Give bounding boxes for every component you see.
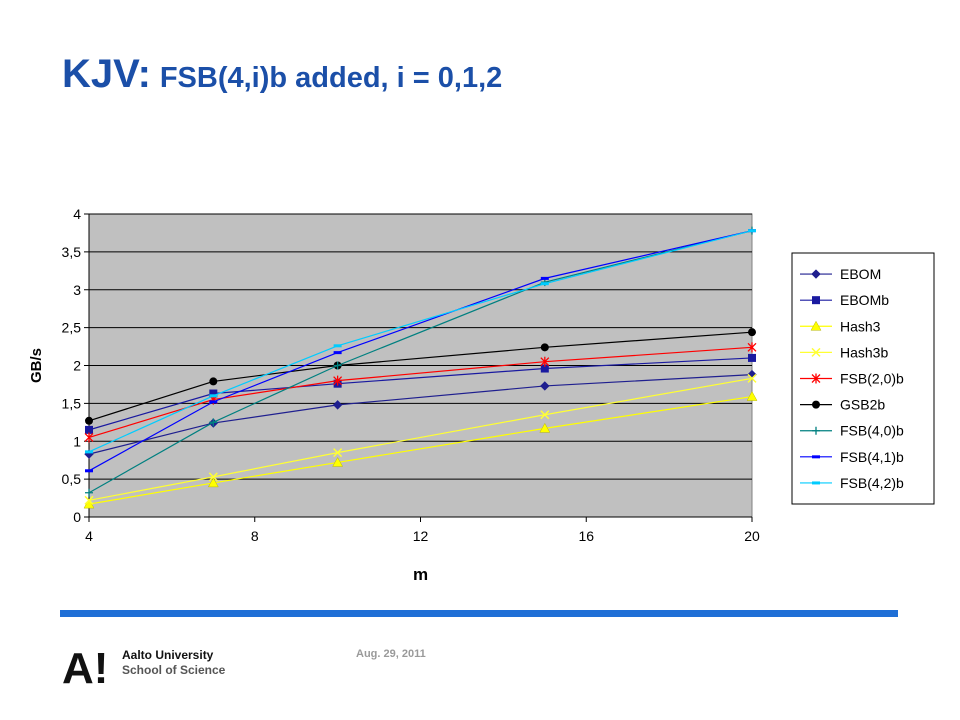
y-tick-label: 2,5 bbox=[62, 320, 82, 336]
x-tick-label: 12 bbox=[413, 528, 429, 544]
legend-item: GSB2b bbox=[800, 397, 885, 413]
slide-title: KJV: FSB(4,i)b added, i = 0,1,2 bbox=[62, 52, 502, 97]
data-point bbox=[85, 469, 93, 473]
data-point bbox=[540, 381, 550, 391]
legend-marker bbox=[811, 269, 821, 279]
data-point bbox=[209, 418, 218, 427]
data-point bbox=[748, 229, 756, 233]
legend-label: GSB2b bbox=[840, 397, 885, 413]
legend-label: Hash3 bbox=[840, 318, 881, 334]
legend-label: EBOMb bbox=[840, 292, 889, 308]
x-tick-label: 8 bbox=[251, 528, 259, 544]
logo-text: Aalto University School of Science bbox=[122, 648, 225, 678]
data-point bbox=[85, 488, 93, 497]
data-point bbox=[333, 448, 343, 458]
data-point bbox=[85, 425, 93, 434]
slide-title-main: KJV: bbox=[62, 52, 151, 96]
logo-school-name: School of Science bbox=[122, 663, 226, 677]
data-point bbox=[746, 391, 758, 401]
data-point bbox=[333, 344, 342, 348]
legend-label: Hash3b bbox=[840, 344, 888, 360]
legend-item: FSB(4,1)b bbox=[800, 449, 904, 465]
legend-marker bbox=[812, 426, 820, 435]
data-point bbox=[85, 416, 93, 425]
legend-item: FSB(2,0)b bbox=[800, 371, 904, 387]
legend-marker bbox=[812, 481, 820, 485]
footer-date: Aug. 29, 2011 bbox=[356, 648, 426, 660]
data-point bbox=[540, 364, 549, 373]
legend-marker bbox=[811, 373, 821, 384]
data-point bbox=[539, 422, 551, 433]
y-tick-label: 2 bbox=[73, 358, 81, 374]
data-point bbox=[747, 342, 757, 353]
data-point bbox=[747, 373, 757, 383]
legend-marker bbox=[810, 320, 822, 331]
y-tick-label: 3 bbox=[73, 282, 81, 298]
x-axis-title: m bbox=[413, 565, 428, 584]
legend-marker bbox=[812, 455, 820, 459]
footer-rule bbox=[60, 610, 898, 617]
y-tick-label: 4 bbox=[73, 206, 81, 222]
legend-marker bbox=[811, 347, 821, 357]
legend-marker bbox=[812, 296, 820, 305]
legend-item: FSB(4,0)b bbox=[800, 423, 904, 439]
slide-title-sub: FSB(4,i)b added, i = 0,1,2 bbox=[159, 62, 503, 94]
data-point bbox=[540, 282, 549, 286]
series-4 bbox=[84, 342, 757, 443]
legend-item: Hash3 bbox=[800, 318, 881, 334]
line-chart: 0 0,5 1 1,5 2 2,5 3 3,5 4 4 8 12 16 20 m GB/s EBOM EBOMb H… bbox=[28, 206, 935, 584]
data-point bbox=[540, 276, 549, 280]
logo-mark-text: A! bbox=[62, 645, 108, 687]
data-point bbox=[540, 343, 549, 352]
series-3 bbox=[84, 373, 757, 505]
data-point bbox=[332, 456, 344, 467]
x-tick-label: 16 bbox=[578, 528, 594, 544]
legend-label: FSB(4,1)b bbox=[840, 449, 904, 465]
data-point bbox=[333, 361, 342, 370]
series-6 bbox=[85, 226, 756, 497]
data-point bbox=[209, 400, 218, 404]
aalto-logo: A! Aalto University School of Science bbox=[62, 645, 262, 690]
data-point bbox=[332, 400, 343, 410]
data-point bbox=[209, 389, 218, 398]
legend-item: EBOM bbox=[800, 266, 881, 282]
y-tick-label: 1,5 bbox=[62, 395, 82, 411]
legend-marker bbox=[812, 400, 820, 409]
data-point bbox=[209, 394, 218, 398]
data-point bbox=[748, 353, 756, 362]
y-tick-label: 1 bbox=[73, 433, 81, 449]
data-point bbox=[540, 356, 550, 367]
data-point bbox=[333, 351, 342, 355]
series-2 bbox=[83, 391, 758, 509]
y-axis-title: GB/s bbox=[28, 348, 45, 383]
data-point bbox=[84, 432, 94, 443]
y-tick-label: 0 bbox=[73, 509, 81, 525]
data-point bbox=[208, 472, 218, 482]
logo-university-name: Aalto University bbox=[122, 648, 214, 662]
data-point bbox=[209, 377, 218, 386]
legend-item: FSB(4,2)b bbox=[800, 475, 904, 491]
legend-label: FSB(2,0)b bbox=[840, 371, 904, 387]
legend-label: FSB(4,2)b bbox=[840, 475, 904, 491]
series-8 bbox=[85, 229, 756, 454]
y-tick-label: 3,5 bbox=[62, 244, 82, 260]
data-point bbox=[748, 328, 756, 337]
data-point bbox=[84, 495, 94, 505]
data-point bbox=[85, 450, 93, 454]
legend-item: EBOMb bbox=[800, 292, 889, 308]
x-tick-label: 20 bbox=[744, 528, 760, 544]
aalto-logo-mark: A! bbox=[62, 645, 108, 687]
data-point bbox=[207, 477, 219, 488]
data-point bbox=[540, 410, 550, 420]
legend-item: Hash3b bbox=[800, 344, 888, 360]
data-point bbox=[333, 375, 343, 386]
legend-label: FSB(4,0)b bbox=[840, 423, 904, 439]
x-tick-label: 4 bbox=[85, 528, 93, 544]
y-tick-label: 0,5 bbox=[62, 471, 82, 487]
legend-label: EBOM bbox=[840, 266, 881, 282]
